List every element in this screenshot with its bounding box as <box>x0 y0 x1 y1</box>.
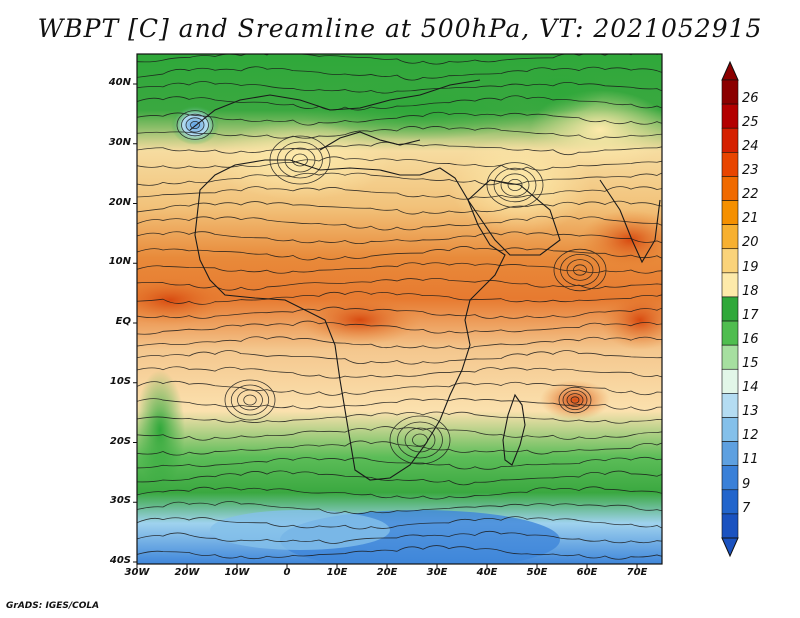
colorbar-label: 23 <box>742 163 759 179</box>
lat-label: EQ <box>115 316 131 327</box>
colorbar-swatch <box>721 368 739 394</box>
lon-label: 0 <box>283 567 291 578</box>
colorbar-swatch <box>721 441 739 466</box>
colorbar-swatch <box>721 176 739 201</box>
coastlines <box>189 79 661 481</box>
colorbar-label: 12 <box>742 428 759 444</box>
lon-label: 40E <box>476 567 498 578</box>
colorbar-swatch <box>721 248 739 274</box>
lon-label: 10W <box>224 567 250 578</box>
lat-label: 30N <box>108 136 131 148</box>
colorbar-label: 19 <box>742 259 759 275</box>
colorbar-label: 14 <box>742 380 759 396</box>
lon-label: 30E <box>426 567 448 578</box>
lon-label: 60E <box>576 567 598 578</box>
lat-label: 40N <box>108 77 131 88</box>
lon-label: 30W <box>124 567 150 578</box>
credit-text: GrADS: IGES/COLA <box>6 601 100 611</box>
map-frame <box>136 53 663 565</box>
colorbar <box>721 60 739 558</box>
lat-label: 30S <box>109 495 131 507</box>
colorbar-swatch <box>721 489 739 515</box>
wbpt-field <box>137 54 662 564</box>
colorbar-label: 25 <box>742 114 759 130</box>
colorbar-min-arrow <box>721 537 739 558</box>
colorbar-swatch <box>721 465 739 491</box>
colorbar-swatch <box>721 152 739 177</box>
lon-label: 50E <box>526 567 548 578</box>
colorbar-swatch <box>721 127 739 153</box>
lat-label: 20N <box>108 196 131 208</box>
colorbar-label: 21 <box>742 211 759 227</box>
colorbar-label: 15 <box>742 356 759 371</box>
colorbar-label: 16 <box>742 331 759 347</box>
colorbar-label: 13 <box>742 404 759 420</box>
colorbar-label: 20 <box>742 235 759 251</box>
chart-title: WBPT [C] and Sreamline at 500hPa, VT: 20… <box>37 14 763 43</box>
colorbar-label: 11 <box>742 452 759 468</box>
colorbar-swatch <box>721 79 739 105</box>
axis-ticks <box>133 83 638 568</box>
colorbar-swatch <box>721 224 739 250</box>
colorbar-swatch <box>721 103 739 129</box>
colorbar-max-arrow <box>721 60 739 81</box>
lon-label: 10E <box>326 567 348 578</box>
colorbar-swatch <box>721 344 739 370</box>
colorbar-label: 22 <box>742 187 759 203</box>
colorbar-swatch <box>721 513 739 539</box>
lat-label: 20S <box>109 435 131 447</box>
lat-label: 10N <box>108 256 131 268</box>
colorbar-label: 9 <box>742 476 751 492</box>
colorbar-label: 24 <box>742 139 759 155</box>
colorbar-swatch <box>721 200 739 225</box>
colorbar-label: 7 <box>742 500 751 516</box>
colorbar-label: 26 <box>742 90 759 106</box>
lat-label: 10S <box>109 375 131 387</box>
colorbar-swatch <box>721 393 739 418</box>
colorbar-swatch <box>721 296 739 322</box>
colorbar-swatch <box>721 417 739 442</box>
lon-label: 70E <box>626 567 648 578</box>
colorbar-label: 17 <box>742 307 759 323</box>
lon-label: 20E <box>376 567 398 578</box>
colorbar-swatch <box>721 272 739 298</box>
lon-label: 20W <box>174 567 200 578</box>
colorbar-label: 18 <box>742 283 759 299</box>
lat-label: 40S <box>109 555 131 566</box>
colorbar-swatch <box>721 320 739 346</box>
